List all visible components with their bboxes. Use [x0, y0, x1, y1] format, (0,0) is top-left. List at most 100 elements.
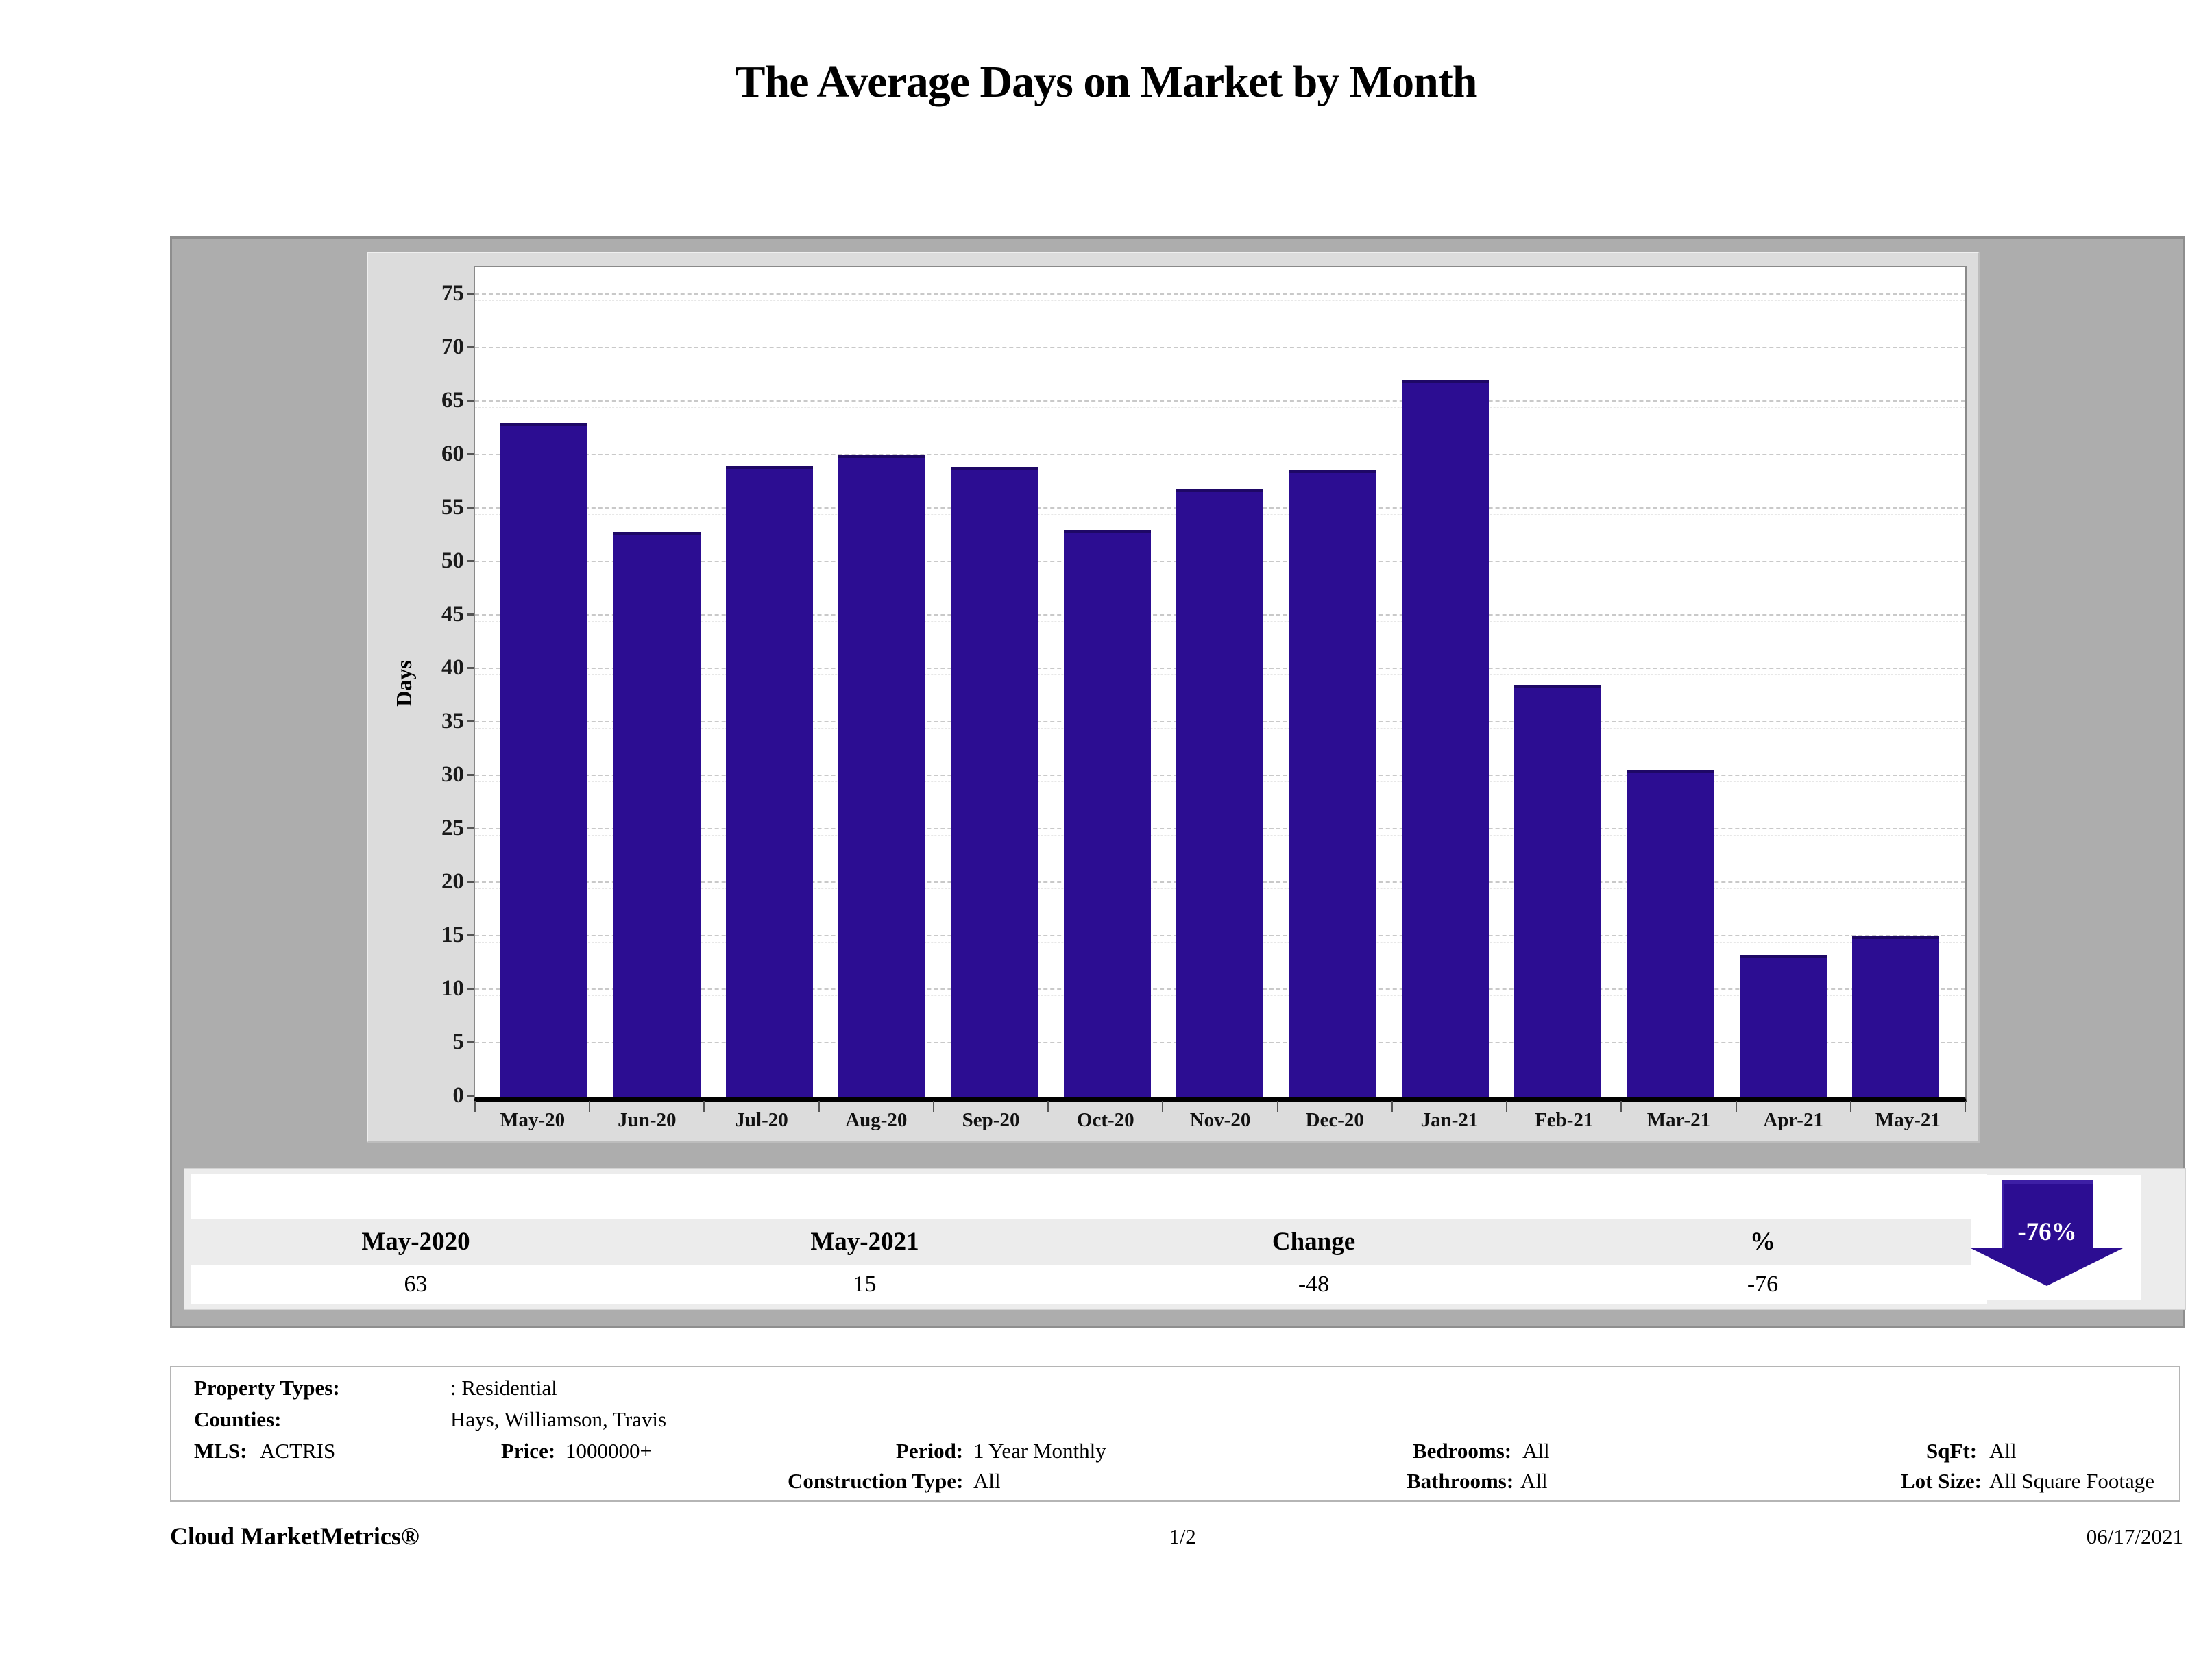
construction-type-label: Construction Type: [788, 1469, 964, 1493]
y-tick-label: 65 [441, 388, 464, 413]
bedrooms-value: All [1522, 1439, 1550, 1463]
y-tick-mark [467, 667, 475, 669]
y-tick-mark [467, 881, 475, 883]
y-tick-label: 10 [441, 976, 464, 1001]
y-tick-mark [467, 560, 475, 562]
summary-table-header: May-2020 May-2021 Change % [191, 1219, 1987, 1265]
summary-value-start: 63 [404, 1272, 428, 1297]
gridline [475, 400, 1965, 402]
y-tick-mark [467, 400, 475, 402]
property-types-label: Property Types: [194, 1376, 340, 1400]
x-tick-mark [474, 1101, 476, 1112]
bar-Aug-20 [838, 455, 926, 1097]
x-tick-mark [818, 1101, 820, 1112]
x-tick-label: Dec-20 [1305, 1109, 1364, 1131]
summary-table-values: 63 15 -48 -76 [191, 1265, 1987, 1304]
x-tick-label: Mar-21 [1646, 1109, 1711, 1131]
mls-label: MLS: [194, 1439, 247, 1463]
bar-Oct-20 [1064, 530, 1152, 1097]
plot-area [474, 266, 1967, 1102]
y-tick-label: 60 [441, 441, 464, 466]
y-tick-mark [467, 507, 475, 509]
x-tick-mark [1162, 1101, 1163, 1112]
gridline-echo [475, 407, 1965, 408]
x-tick-label: Jul-20 [735, 1109, 788, 1131]
y-tick-mark [467, 1095, 475, 1097]
x-tick-label: May-21 [1875, 1109, 1941, 1131]
y-tick-mark [467, 293, 475, 295]
x-tick-label: Jun-20 [618, 1109, 677, 1131]
y-tick-mark [467, 774, 475, 776]
summary-col-percent: % [1750, 1228, 1775, 1256]
gridline-echo [475, 300, 1965, 301]
x-tick-label: Sep-20 [962, 1109, 1020, 1131]
bar-Jun-20 [613, 532, 701, 1097]
summary-table: May-2020 May-2021 Change % 63 15 -48 -76 [184, 1168, 2186, 1310]
summary-value-change: -48 [1298, 1272, 1330, 1297]
bar-Feb-21 [1514, 685, 1602, 1097]
period-label: Period: [896, 1439, 964, 1463]
y-tick-mark [467, 827, 475, 829]
footer-date: 06/17/2021 [2086, 1524, 2183, 1548]
y-tick-label: 30 [441, 762, 464, 787]
x-tick-mark [1391, 1101, 1393, 1112]
period-value: 1 Year Monthly [973, 1439, 1106, 1463]
y-tick-mark [467, 988, 475, 990]
y-tick-label: 55 [441, 495, 464, 520]
x-tick-label: Oct-20 [1076, 1109, 1134, 1131]
filters-box: Property Types: : Residential Counties: … [170, 1366, 2180, 1502]
y-tick-label: 0 [452, 1083, 465, 1108]
x-tick-mark [933, 1101, 934, 1112]
y-tick-label: 45 [441, 602, 464, 627]
bar-Sep-20 [951, 467, 1038, 1097]
chart-frame: Days 0 5 10 15 20 25 30 35 40 45 50 55 60 65 70 75 May-… [367, 252, 1980, 1143]
y-tick-label: 5 [452, 1030, 465, 1054]
bedrooms-label: Bedrooms: [1413, 1439, 1512, 1463]
sqft-label: SqFt: [1926, 1439, 1978, 1463]
y-tick-label: 15 [441, 923, 464, 947]
x-tick-mark [1047, 1101, 1049, 1112]
y-tick-mark [467, 613, 475, 616]
bar-Dec-20 [1289, 470, 1376, 1097]
trend-indicator: -76% [1971, 1175, 2141, 1300]
summary-table-blank-row [191, 1174, 1987, 1219]
x-axis-labels: May-20 Jun-20 Jul-20 Aug-20 Sep-20 Oct-20 Nov-… [475, 1101, 1965, 1138]
x-tick-mark [1506, 1101, 1507, 1112]
y-tick-label: 25 [441, 816, 464, 840]
y-tick-mark [467, 346, 475, 348]
y-tick-label: 20 [441, 869, 464, 894]
summary-col-change: Change [1272, 1228, 1356, 1256]
x-tick-label: Aug-20 [845, 1109, 908, 1131]
x-tick-mark [1620, 1101, 1622, 1112]
footer-brand: Cloud MarketMetrics® [170, 1522, 420, 1550]
price-value: 1000000+ [566, 1439, 652, 1463]
x-tick-label: Jan-21 [1420, 1109, 1479, 1131]
gridline [475, 293, 1965, 295]
y-tick-label: 75 [441, 281, 464, 306]
x-tick-label: Apr-21 [1763, 1109, 1823, 1131]
footer-page-number: 1/2 [1169, 1524, 1196, 1548]
x-tick-label: May-20 [500, 1109, 566, 1131]
gridline [475, 454, 1965, 455]
y-tick-label: 40 [441, 655, 464, 680]
summary-col-end: May-2021 [810, 1228, 919, 1256]
x-tick-mark [703, 1101, 705, 1112]
y-tick-label: 35 [441, 709, 464, 733]
x-tick-mark [1277, 1101, 1278, 1112]
y-tick-mark [467, 453, 475, 455]
bar-Apr-21 [1740, 955, 1827, 1097]
y-tick-label: 50 [441, 548, 464, 573]
down-arrow-head [1971, 1248, 2123, 1286]
bathrooms-value: All [1520, 1469, 1548, 1493]
x-tick-mark [1965, 1101, 1966, 1112]
x-tick-label: Feb-21 [1535, 1109, 1594, 1131]
sqft-value: All [1989, 1439, 2017, 1463]
bar-May-20 [500, 423, 588, 1097]
bar-May-21 [1852, 936, 1940, 1097]
lot-size-value: All Square Footage [1989, 1469, 2155, 1493]
summary-value-end: 15 [853, 1272, 877, 1297]
x-tick-label: Nov-20 [1189, 1109, 1251, 1131]
gridline [475, 347, 1965, 348]
property-types-value: : Residential [450, 1376, 557, 1400]
